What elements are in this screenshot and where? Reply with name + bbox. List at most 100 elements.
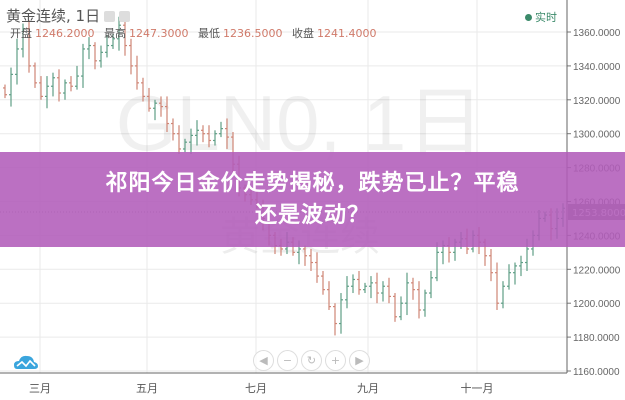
x-tick-label: 七月 <box>245 382 267 395</box>
ohlc-bar <box>489 248 493 282</box>
ohlc-bar <box>375 272 379 304</box>
ohlc-bar <box>429 270 433 299</box>
y-tick-label: 1160.0000 <box>573 367 620 378</box>
ohlc-bar <box>57 69 61 102</box>
ohlc-bar <box>183 138 187 153</box>
ohlc-bar <box>15 38 19 85</box>
ohlc-bar <box>129 38 133 75</box>
ohlc-bar <box>303 245 307 266</box>
chart-nav-buttons: ◀ − ↻ + ▶ <box>253 350 370 371</box>
ohlc-bar <box>213 130 217 146</box>
ohlc-bar <box>495 262 499 310</box>
ohlc-bar <box>165 96 169 133</box>
ohlc-bar <box>75 65 79 90</box>
x-tick-label: 十一月 <box>461 381 494 395</box>
ohlc-bar <box>153 99 157 121</box>
ohlc-bar <box>507 264 511 290</box>
ohlc-bar <box>399 296 403 321</box>
y-tick-label: 1360.0000 <box>573 28 621 39</box>
ohlc-bar <box>87 37 91 60</box>
ohlc-bar <box>81 43 85 88</box>
high-value: 1247.3000 <box>129 27 189 40</box>
ohlc-bar <box>411 277 415 300</box>
close-label: 收盘 <box>292 27 314 40</box>
ohlc-bar <box>405 272 409 316</box>
ohlc-bar <box>309 248 313 271</box>
ohlc-bar <box>381 281 385 302</box>
ohlc-bar <box>177 125 181 155</box>
ohlc-bar <box>9 67 13 107</box>
ohlc-bar <box>339 293 343 334</box>
headline-line-2: 还是波动？ <box>254 203 370 228</box>
y-tick-label: 1180.0000 <box>573 333 620 344</box>
zoom-in-button[interactable]: + <box>325 350 346 371</box>
y-tick-label: 1320.0000 <box>573 96 621 107</box>
ohlc-bar <box>333 303 337 336</box>
y-tick-label: 1200.0000 <box>573 299 621 310</box>
ohlc-legend: 开盘 1246.2000 最高 1247.3000 最低 1236.5000 收盘 12… <box>10 25 383 41</box>
ohlc-bar <box>45 76 49 109</box>
headline-banner: 祁阳今日金价走势揭秘，跌势已止？平稳 还是波动？ <box>0 152 625 247</box>
y-tick-label: 1340.0000 <box>573 62 621 73</box>
gear-icon[interactable] <box>119 11 131 22</box>
ohlc-bar <box>387 277 391 304</box>
ohlc-bar <box>423 289 427 317</box>
ohlc-bar <box>105 35 109 58</box>
ohlc-bar <box>123 21 127 56</box>
ohlc-bar <box>39 76 43 100</box>
x-tick-label: 五月 <box>136 382 158 395</box>
ohlc-bar <box>159 96 163 117</box>
ohlc-bar <box>327 281 331 310</box>
ohlc-bar <box>321 270 325 295</box>
ohlc-bar <box>3 84 7 99</box>
x-tick-label: 九月 <box>357 382 379 395</box>
symbol-title: 黄金连续, 1日 <box>6 7 101 25</box>
scroll-left-button[interactable]: ◀ <box>253 350 274 371</box>
ohlc-bar <box>99 45 103 68</box>
ohlc-bar <box>225 118 229 149</box>
ohlc-bar <box>63 79 67 100</box>
ohlc-bar <box>369 276 373 299</box>
close-value: 1241.4000 <box>317 27 377 40</box>
ohlc-bar <box>393 293 397 322</box>
ohlc-bar <box>357 270 361 295</box>
open-value: 1246.2000 <box>35 27 95 40</box>
ohlc-bar <box>171 118 175 141</box>
high-label: 最高 <box>104 27 126 40</box>
ohlc-bar <box>351 274 355 294</box>
live-indicator[interactable]: 实时 <box>525 9 557 25</box>
ohlc-bar <box>345 276 349 309</box>
eye-icon[interactable] <box>104 11 116 22</box>
ohlc-bar <box>501 281 505 309</box>
scroll-right-button[interactable]: ▶ <box>349 350 370 371</box>
ohlc-bar <box>147 87 151 112</box>
ohlc-bar <box>201 125 205 143</box>
ohlc-bar <box>135 55 139 90</box>
open-label: 开盘 <box>10 27 32 40</box>
ohlc-bar <box>513 262 517 285</box>
ohlc-bar <box>189 128 193 155</box>
ohlc-bar <box>417 281 421 319</box>
y-tick-label: 1220.0000 <box>573 265 621 276</box>
ohlc-bar <box>51 72 55 97</box>
ohlc-bar <box>141 77 145 102</box>
reset-button[interactable]: ↻ <box>301 350 322 371</box>
ohlc-bar <box>519 255 523 277</box>
ohlc-bar <box>435 242 439 282</box>
ohlc-bar <box>117 16 121 51</box>
x-tick-label: 三月 <box>29 382 51 395</box>
ohlc-bar <box>363 282 367 294</box>
live-label: 实时 <box>535 11 557 24</box>
cloud-logo-icon <box>14 354 38 374</box>
ohlc-bar <box>21 23 25 58</box>
y-tick-label: 1300.0000 <box>573 130 621 141</box>
ohlc-bar <box>219 121 223 138</box>
ohlc-bar <box>33 62 37 88</box>
zoom-out-button[interactable]: − <box>277 350 298 371</box>
ohlc-bar <box>111 33 115 49</box>
headline-line-1: 祁阳今日金价走势揭秘，跌势已止？平稳 <box>105 171 520 196</box>
ohlc-bar <box>27 20 31 73</box>
ohlc-bar <box>93 42 97 70</box>
ohlc-bar <box>69 76 73 92</box>
low-label: 最低 <box>198 27 220 40</box>
